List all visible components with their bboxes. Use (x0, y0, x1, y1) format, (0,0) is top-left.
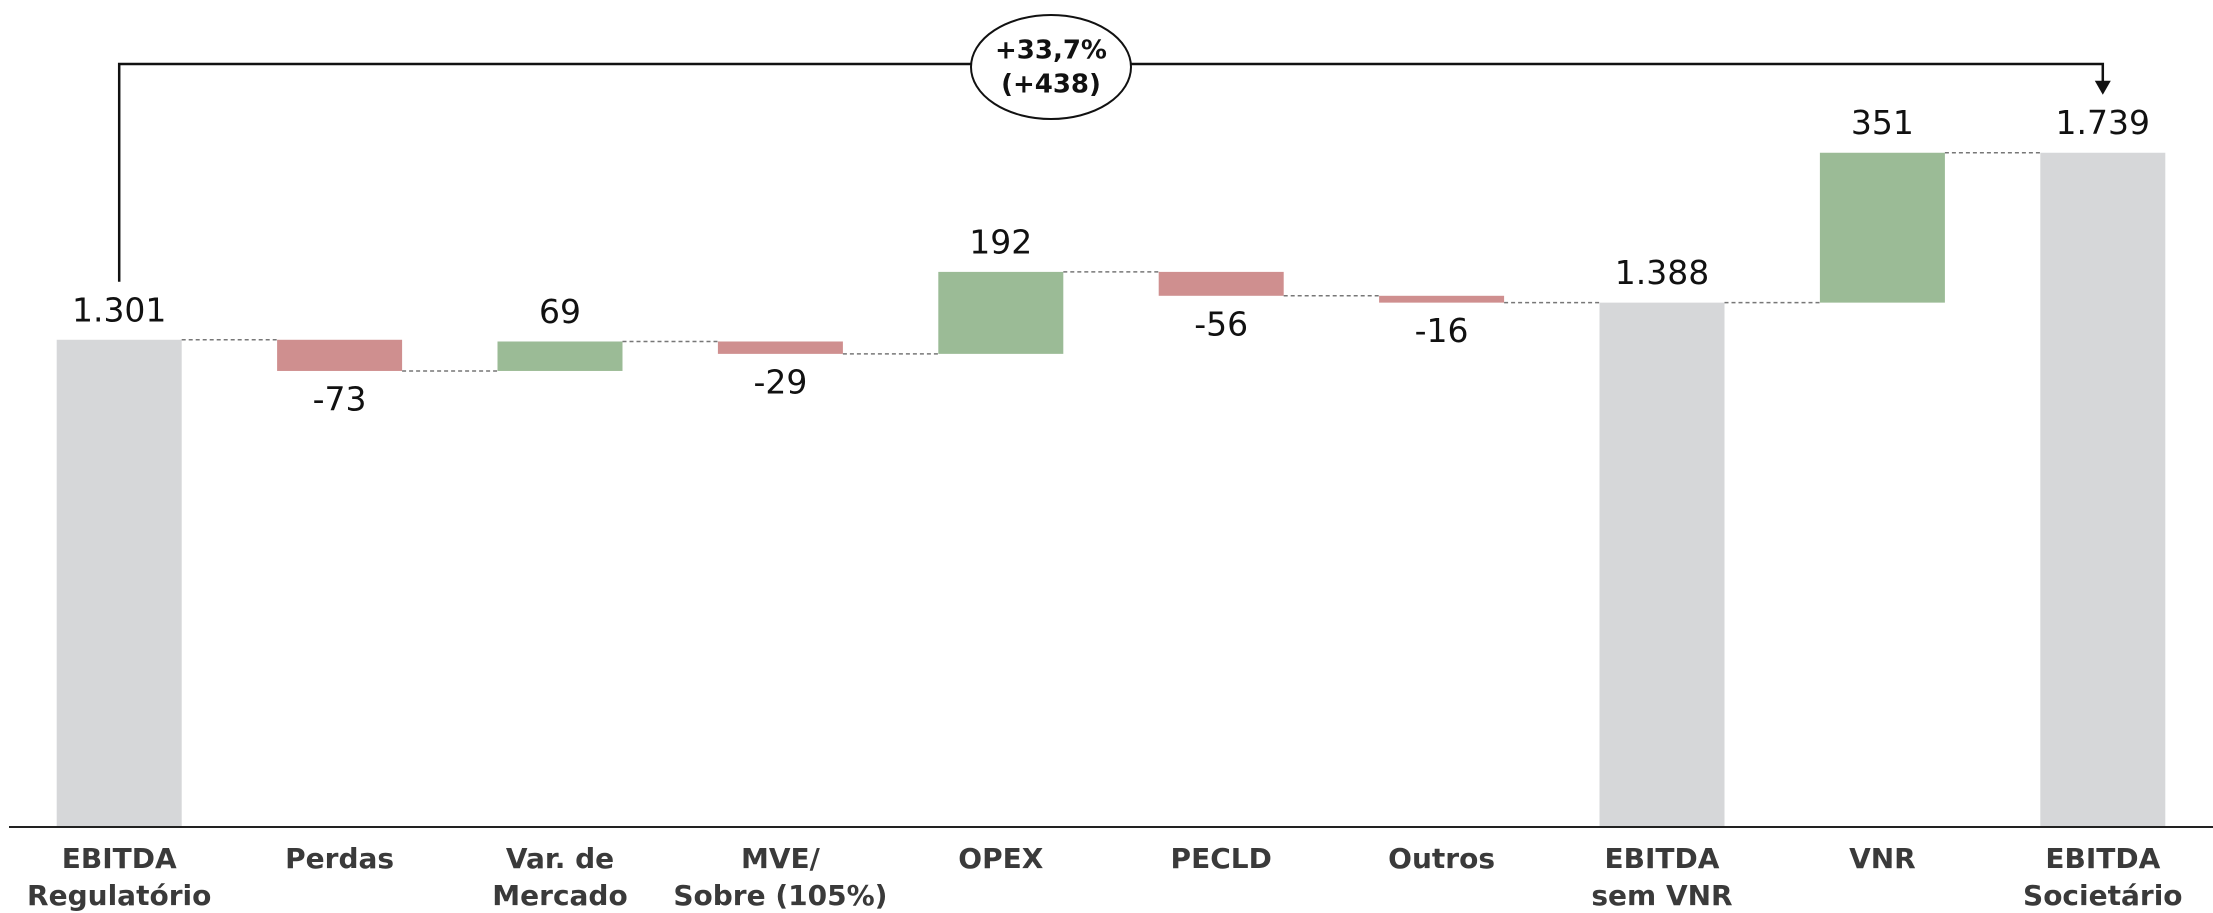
bar (938, 271, 1064, 354)
category-label: Mercado (492, 879, 627, 912)
category-label: Societário (2023, 879, 2183, 912)
value-label: -56 (1194, 304, 1248, 343)
annotation-bubble (970, 14, 1132, 120)
arrow-head (2094, 80, 2111, 95)
bar (1158, 271, 1284, 296)
value-label: 1.301 (72, 290, 166, 329)
category-label: Var. de (506, 842, 614, 875)
category-label: Sobre (105%) (673, 879, 887, 912)
value-label: 351 (1851, 103, 1914, 142)
value-label: -16 (1415, 311, 1469, 350)
bar (717, 341, 843, 354)
category-label: EBITDA (62, 842, 177, 875)
value-label: 1.739 (2056, 103, 2150, 142)
value-label: -73 (313, 379, 367, 418)
category-label: VNR (1849, 842, 1916, 875)
bar (497, 341, 623, 371)
category-label: Perdas (285, 842, 394, 875)
value-label: -29 (753, 362, 807, 401)
value-label: 69 (539, 292, 581, 331)
annotation: (+438) (1001, 70, 1101, 100)
bar (1819, 152, 1945, 303)
category-label: OPEX (958, 842, 1043, 875)
annotation: +33,7% (995, 36, 1107, 66)
bar (277, 339, 403, 371)
category-label: EBITDA (2045, 842, 2160, 875)
value-label: 1.388 (1615, 253, 1709, 292)
category-label: Outros (1388, 842, 1495, 875)
category-label: EBITDA (1605, 842, 1720, 875)
bar (1599, 302, 1725, 827)
bar (1379, 295, 1505, 303)
bar (56, 339, 182, 827)
category-label: PECLD (1171, 842, 1272, 875)
category-label: MVE/ (741, 842, 821, 875)
category-label: Regulatório (27, 879, 211, 912)
value-label: 192 (969, 222, 1032, 261)
bar (2040, 152, 2166, 828)
category-label: sem VNR (1591, 879, 1732, 912)
